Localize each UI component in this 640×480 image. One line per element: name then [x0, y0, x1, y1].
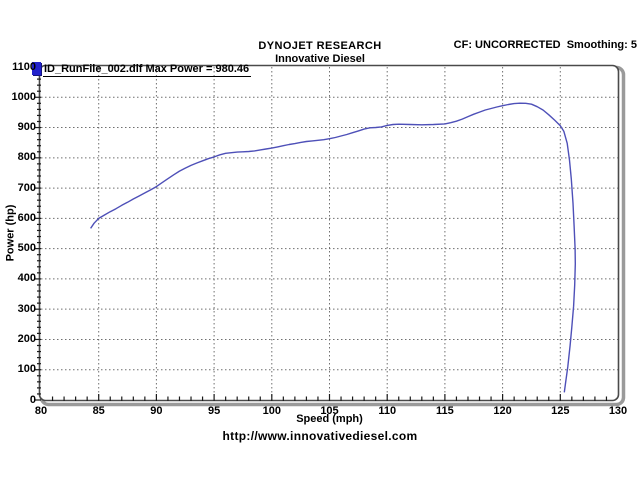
y-tick-label: 0 [29, 393, 36, 406]
y-tick-label: 1000 [11, 90, 36, 103]
x-tick-label: 85 [92, 405, 105, 417]
correction-smoothing-status: CF: UNCORRECTED Smoothing: 5 [453, 39, 637, 51]
footer-url: http://www.innovativediesel.com [222, 429, 418, 443]
y-tick-label: 1100 [12, 60, 36, 73]
legend-run-label: ID_RunFile_002.dlf Max Power = 980.46 [43, 63, 252, 77]
x-tick-label: 100 [262, 405, 281, 417]
y-tick-label: 600 [17, 211, 36, 224]
x-tick-label: 120 [493, 405, 512, 417]
x-tick-label: 125 [551, 405, 570, 417]
run-color-marker-icon [32, 62, 41, 75]
chart-subtitle: Innovative Diesel [275, 53, 365, 65]
y-tick-label: 400 [17, 272, 36, 285]
x-tick-label: 130 [608, 405, 628, 417]
y-tick-label: 100 [17, 363, 36, 376]
y-tick-label: 900 [17, 121, 36, 134]
x-tick-label: 105 [320, 405, 339, 417]
legend-entry[interactable]: ID_RunFile_002.dlf Max Power = 980.46 [32, 62, 252, 77]
x-tick-label: 115 [436, 405, 454, 417]
x-tick-label: 95 [207, 405, 221, 417]
y-tick-label: 700 [17, 181, 36, 194]
power-curve [90, 102, 576, 393]
x-tick-label: 110 [378, 405, 397, 417]
y-tick-label: 300 [17, 302, 36, 315]
y-tick-label: 500 [17, 242, 36, 255]
x-axis-title: Speed (mph) [296, 413, 363, 425]
chart-title: DYNOJET RESEARCH [258, 40, 382, 52]
x-tick-label: 80 [34, 405, 48, 417]
x-tick-label: 90 [150, 405, 163, 417]
y-tick-label: 800 [17, 151, 36, 164]
y-tick-label: 200 [17, 332, 36, 345]
